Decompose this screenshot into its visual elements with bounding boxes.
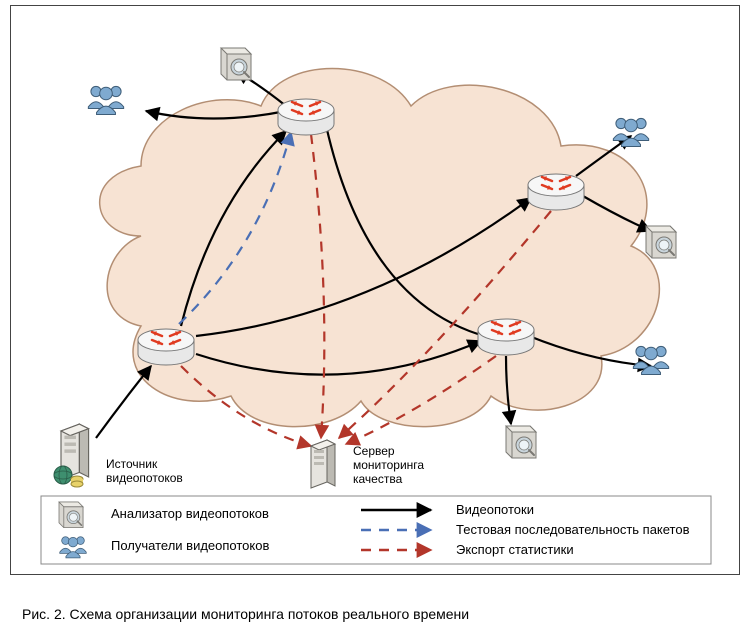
- router-icon: [478, 319, 534, 355]
- svg-text:мониторинга: мониторинга: [353, 458, 424, 472]
- router-icon: [138, 329, 194, 365]
- flow-edge: [96, 366, 151, 438]
- analyzer-icon: [646, 226, 676, 258]
- analyzer-icon: [506, 426, 536, 458]
- svg-text:Получатели видеопотоков: Получатели видеопотоков: [111, 538, 269, 553]
- analyzer-icon: [59, 502, 83, 528]
- analyzer-icon: [221, 48, 251, 80]
- svg-text:Тестовая последовательность па: Тестовая последовательность пакетов: [456, 522, 690, 537]
- diagram-svg: Источниквидеопотоков Сервермониторингакач…: [11, 6, 740, 575]
- diagram-frame: Источниквидеопотоков Сервермониторингакач…: [10, 5, 740, 575]
- router-icon: [528, 174, 584, 210]
- svg-text:Анализатор видеопотоков: Анализатор видеопотоков: [111, 506, 269, 521]
- svg-text:Экспорт статистики: Экспорт статистики: [456, 542, 574, 557]
- network-cloud: [100, 69, 660, 427]
- router-icon: [278, 99, 334, 135]
- figure-caption: Рис. 2. Схема организации мониторинга по…: [22, 606, 469, 622]
- server-icon: [311, 440, 335, 488]
- svg-text:Сервер: Сервер: [353, 444, 395, 458]
- svg-text:качества: качества: [353, 472, 403, 486]
- users-icon: [613, 118, 648, 146]
- svg-text:Источник: Источник: [106, 457, 158, 471]
- users-icon: [633, 346, 668, 374]
- svg-text:видеопотоков: видеопотоков: [106, 471, 183, 485]
- users-icon: [88, 86, 123, 114]
- svg-text:Видеопотоки: Видеопотоки: [456, 502, 534, 517]
